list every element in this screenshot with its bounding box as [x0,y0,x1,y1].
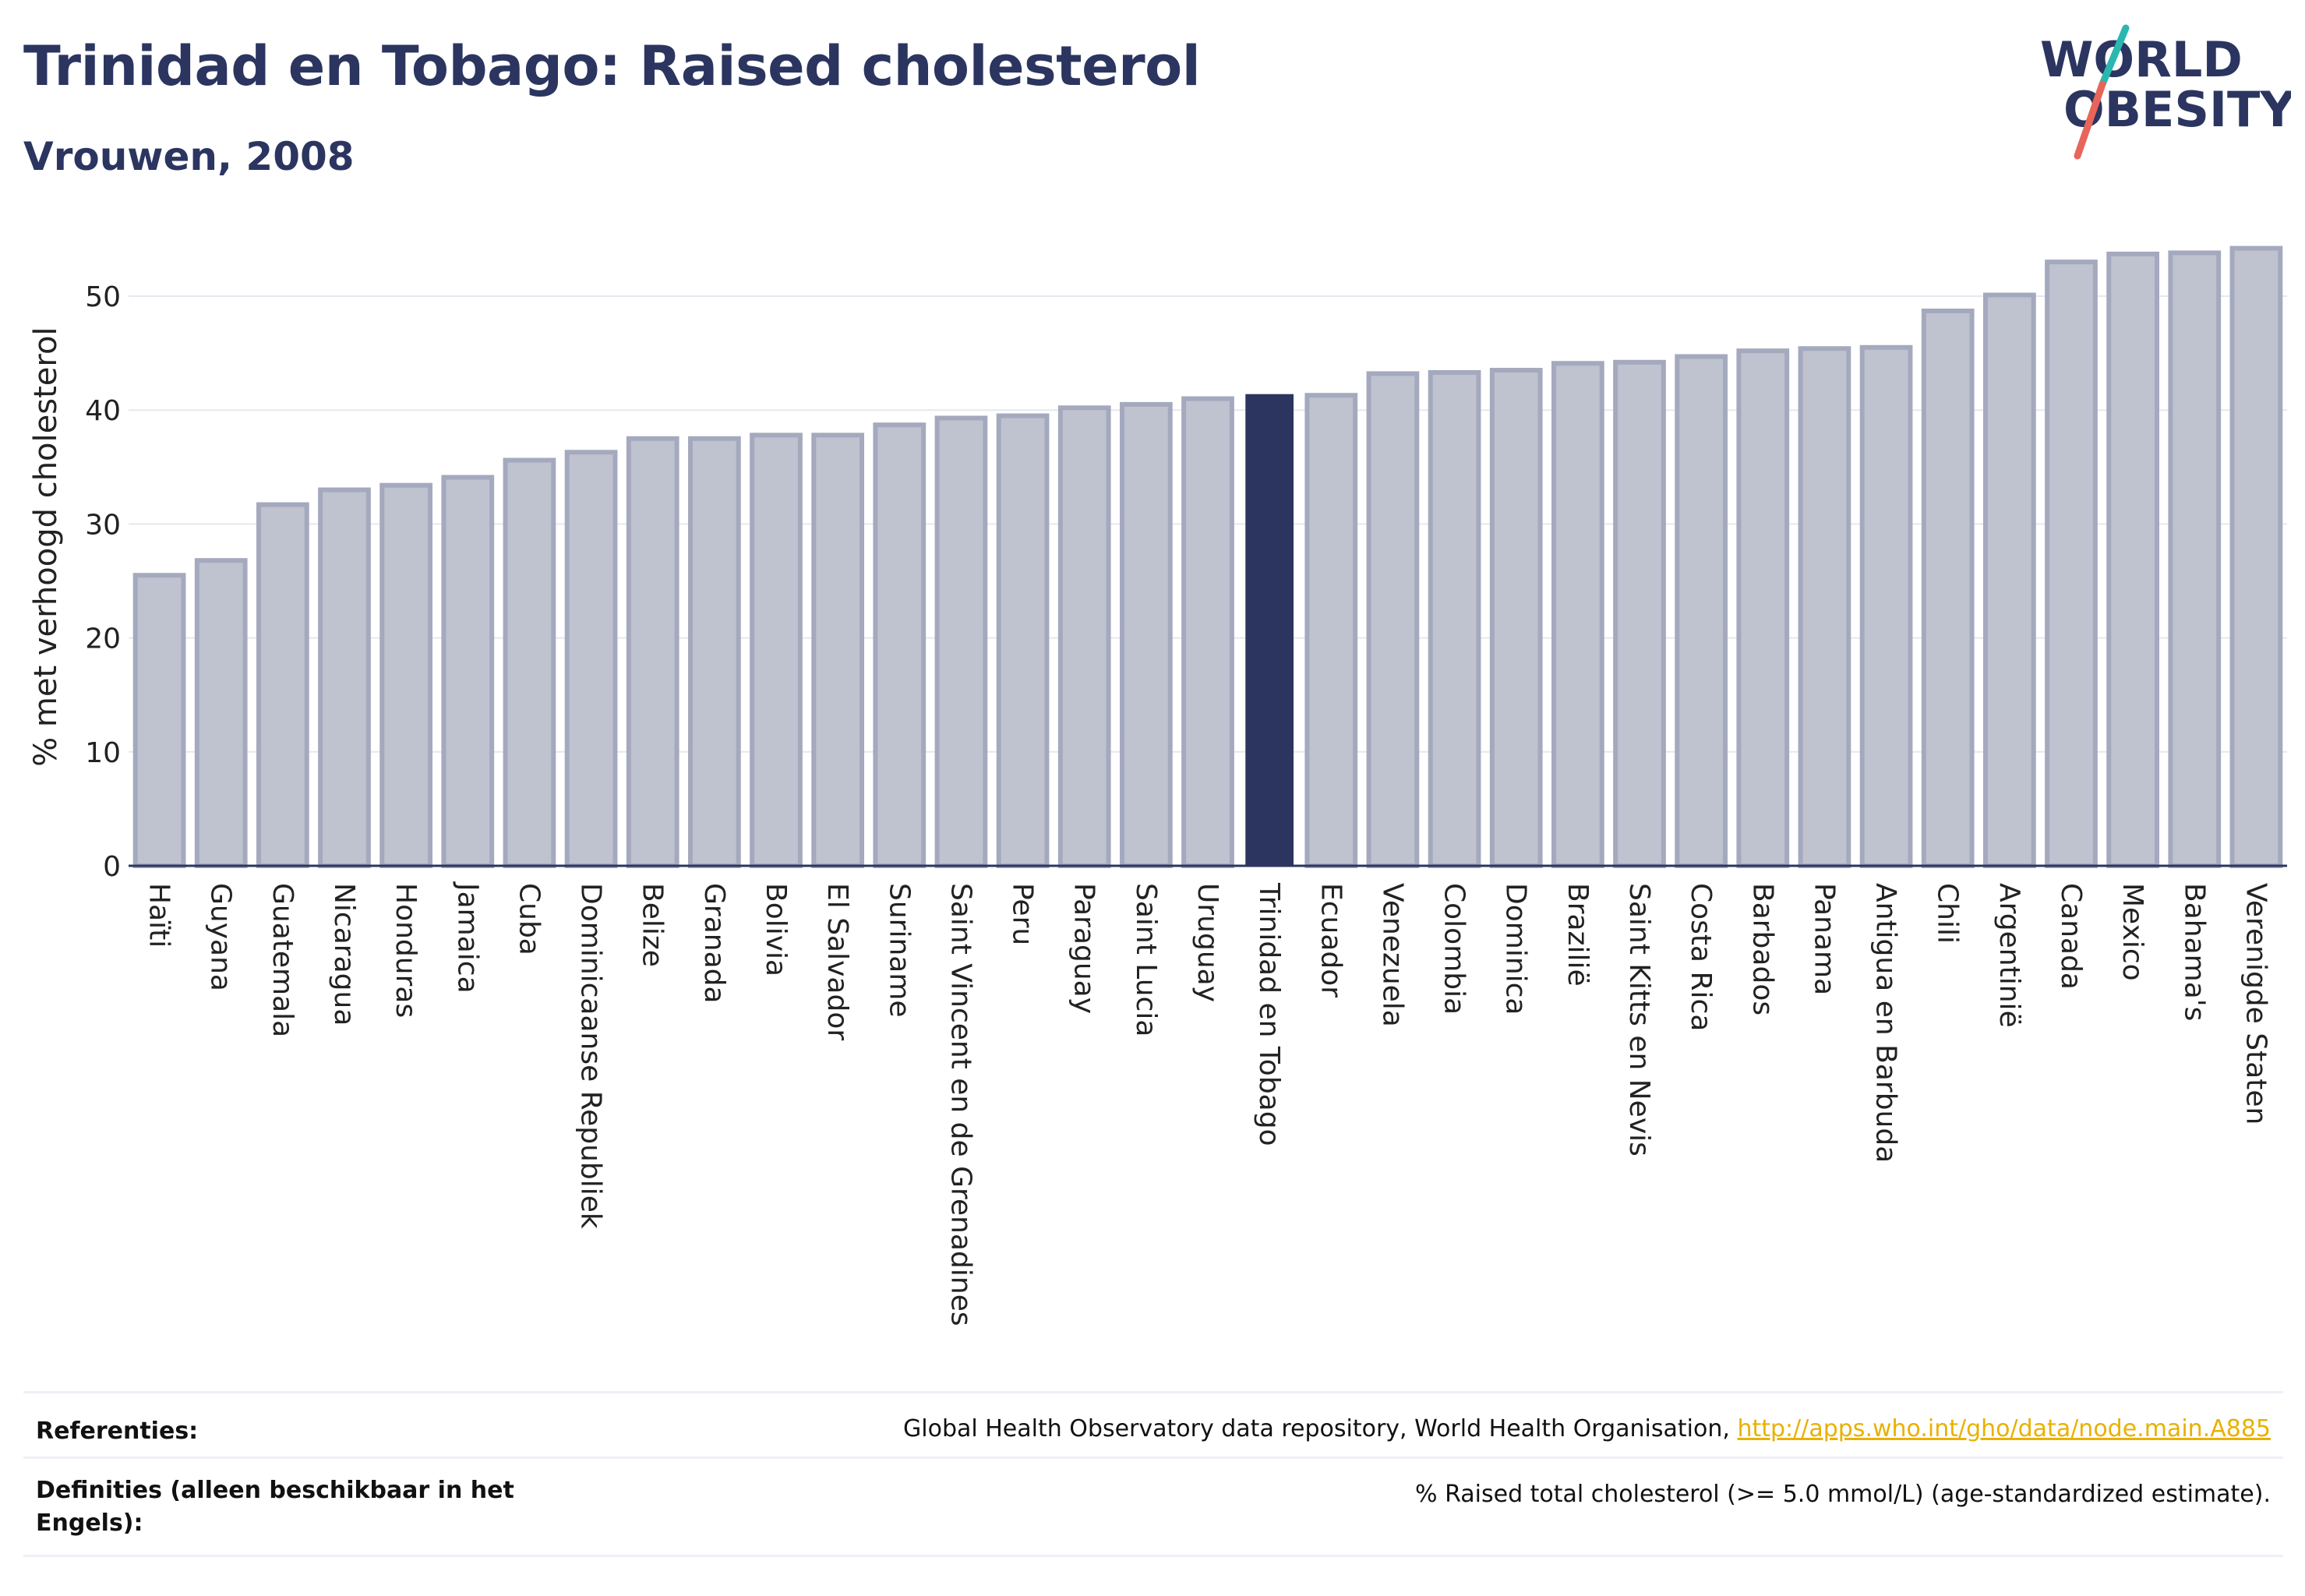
bar [1304,393,1358,869]
bar [1245,394,1294,866]
x-tick-label: Barbados [1746,883,1778,1015]
x-tick-label: Cuba [513,883,545,955]
bar [1366,371,1420,868]
bar [934,415,988,868]
x-tick-label: Mexico [2116,883,2148,981]
y-tick-label: 40 [85,395,121,427]
x-tick-label: Jamaica [451,881,483,994]
bar [2168,250,2222,869]
x-tick-label: Haïti [143,883,175,948]
bar [318,487,371,868]
bar [503,457,556,868]
x-tick-label: Honduras [390,883,422,1018]
x-tick-label: Granada [698,883,730,1004]
x-tick-label: Verenigde Staten [2240,883,2271,1125]
x-tick-label: Panama [1808,883,1840,995]
bar [1181,396,1234,868]
bar [256,502,309,869]
x-tick-label: Antigua en Barbuda [1870,883,1902,1163]
bar [1798,346,1851,868]
bar [626,436,679,868]
references-text: Global Health Observatory data repositor… [903,1415,1738,1442]
bar [996,413,1050,868]
x-tick-label: Argentinië [1993,883,2025,1028]
y-tick-label: 50 [85,281,121,313]
world-obesity-logo[interactable]: WORLD OBESITY [2026,23,2296,164]
bar [1489,368,1543,868]
x-tick-label: Guyana [205,883,237,991]
x-tick-label: Nicaragua [328,883,360,1026]
x-tick-label: Guatemala [267,883,298,1037]
world-obesity-logo-icon: WORLD OBESITY [2040,24,2296,160]
x-tick-label: Ecuador [1315,883,1347,998]
bar [1057,405,1111,868]
x-tick-label: Peru [1007,883,1039,945]
bar [441,475,495,868]
bar [1736,348,1790,868]
bar [1982,292,2036,868]
bar [1119,401,1173,868]
x-tick-label: El Salvador [821,883,853,1040]
definitions-label: Definities (alleen beschikbaar in het En… [36,1477,514,1537]
bar [1859,344,1913,869]
x-tick-label: Saint Kitts en Nevis [1623,883,1655,1156]
references-label: Referenties: [36,1418,199,1445]
bar [687,436,741,868]
x-tick-label: Canada [2055,883,2087,990]
bar [132,573,186,868]
footer-bottom-rule [23,1555,2283,1557]
x-tick-label: Brazilië [1562,883,1594,987]
bar [1613,359,1666,868]
footer-definitions-row: Definities (alleen beschikbaar in het En… [23,1457,2283,1537]
y-tick-label: 20 [85,623,121,655]
y-tick-label: 30 [85,509,121,541]
y-tick-label: 0 [103,851,121,883]
x-tick-label: Venezuela [1376,883,1408,1027]
definitions-value: % Raised total cholesterol (>= 5.0 mmol/… [1415,1481,2271,1508]
x-tick-label: Dominicaanse Republiek [575,883,607,1229]
x-tick-label: Uruguay [1191,883,1223,1002]
footer-references-row: Referenties: Global Health Observatory d… [23,1391,2283,1445]
bar [379,482,433,869]
references-value: Global Health Observatory data repositor… [903,1415,2271,1442]
x-tick-label: Saint Lucia [1130,883,1162,1036]
y-axis-label: % met verhoogd cholesterol [28,327,64,766]
bar [873,422,927,868]
bar [564,450,618,868]
x-tick-label: Belize [637,883,669,967]
references-link[interactable]: http://apps.who.int/gho/data/node.main.A… [1737,1415,2271,1442]
x-tick-label: Trinidad en Tobago [1253,882,1285,1146]
bar [811,433,865,868]
x-tick-label: Suriname [883,883,915,1018]
bar [2106,251,2160,868]
bar [194,558,248,869]
bar [1551,361,1604,868]
chart-subtitle: Vrouwen, 2008 [23,134,355,179]
x-tick-label: Bahama's [2178,883,2210,1021]
bar [1675,354,1728,868]
x-tick-label: Bolivia [760,883,792,976]
x-tick-label: Chili [1932,883,1964,944]
bar [750,433,803,868]
y-tick-label: 10 [85,737,121,769]
bar [1921,309,1975,869]
chart-title: Trinidad en Tobago: Raised cholesterol [23,34,1201,98]
bar [1428,369,1481,869]
x-tick-label: Paraguay [1068,883,1100,1014]
x-tick-label: Costa Rica [1685,883,1717,1031]
logo-line1: WORLD [2040,31,2243,88]
x-tick-label: Dominica [1500,883,1532,1015]
bar [2229,245,2283,868]
bar [2045,260,2098,868]
x-tick-label: Colombia [1438,883,1470,1015]
bar-chart: 0 10 20 30 40 50 % met verhoogd cholesterol Haï… [28,245,2287,1326]
x-tick-label: Saint Vincent en de Grenadines [944,883,976,1326]
